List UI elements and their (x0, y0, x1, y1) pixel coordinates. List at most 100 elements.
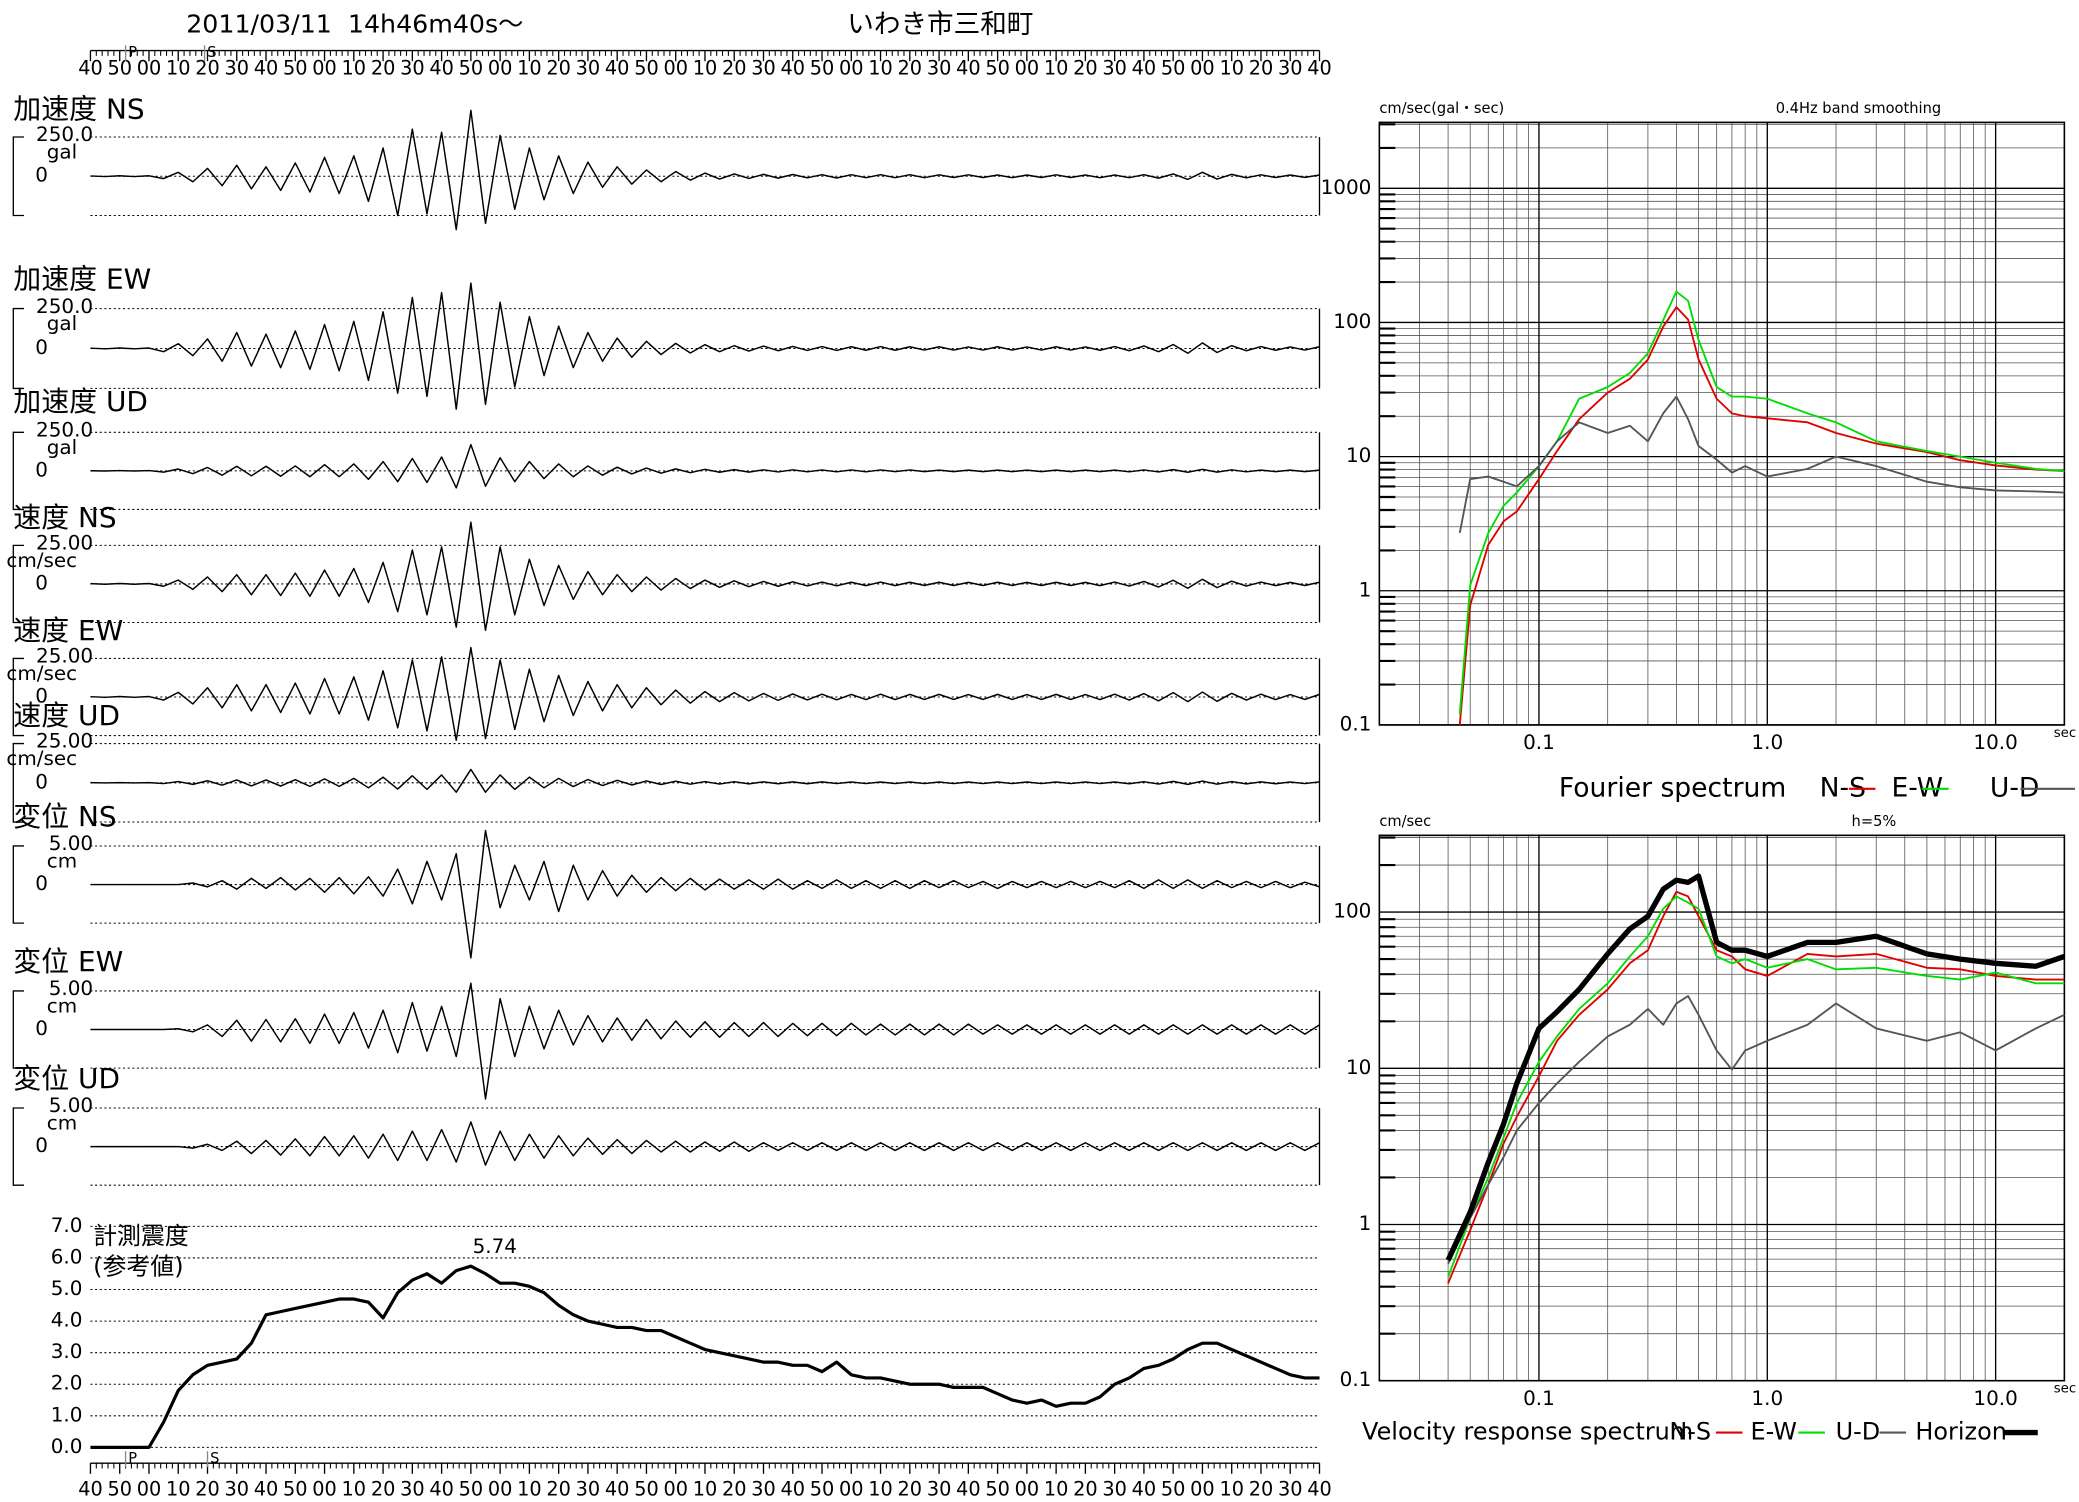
y-tick-label: 0.0 (51, 1434, 83, 1458)
x-tick-label: 50 (634, 1477, 659, 1500)
x-tick-label: 20 (371, 1477, 396, 1500)
x-tick-label: 00 (663, 57, 688, 80)
unit-label: gal (47, 311, 77, 335)
x-tick-label: 1.0 (1751, 1386, 1783, 1410)
series-line (1458, 306, 2065, 726)
y-tick-label: 250.0 (36, 122, 93, 146)
y-tick-label: 25.00 (36, 644, 93, 668)
x-tick-label: 20 (371, 57, 396, 80)
unit-label: cm (47, 993, 77, 1017)
legend-label: U-D (1836, 1418, 1881, 1446)
x-tick-label: 40 (1307, 57, 1332, 80)
y-tick-label: 25.00 (36, 729, 93, 753)
x-tick-label: 30 (576, 1477, 601, 1500)
y-tick-label: 1000 (1321, 175, 1372, 199)
x-tick-label: 00 (839, 1477, 864, 1500)
x-tick-label: 10 (1044, 57, 1069, 80)
x-tick-label: 30 (225, 57, 250, 80)
y-tick-label: 4.0 (51, 1308, 83, 1332)
x-tick-label: 30 (1102, 57, 1127, 80)
x-tick-label: 10.0 (1973, 730, 2017, 754)
x-tick-label: 00 (137, 57, 162, 80)
unit-label: cm/sec (6, 746, 77, 770)
y-tick-label: 5.00 (49, 1093, 93, 1117)
x-tick-label: 20 (546, 1477, 571, 1500)
x-tick-label: 40 (254, 1477, 279, 1500)
x-tick-label: 20 (195, 1477, 220, 1500)
x-tick-label: 30 (927, 57, 952, 80)
x-tick-label: 50 (634, 57, 659, 80)
series-line (1458, 290, 2065, 715)
panel-label: 加速度 UD (13, 385, 148, 418)
x-tick-label: 10 (166, 57, 191, 80)
x-tick-label: 30 (576, 57, 601, 80)
x-tick-label: 10 (868, 57, 893, 80)
panel-bracket (12, 431, 24, 511)
unit-label: gal (47, 435, 77, 459)
x-tick-label: 20 (195, 57, 220, 80)
unit-label: gal (47, 139, 77, 163)
y-tick-label: 250.0 (36, 294, 93, 318)
y-tick-label: 100 (1333, 899, 1371, 923)
x-tick-label: 30 (225, 1477, 250, 1500)
x-tick-label: 0.1 (1523, 1386, 1555, 1410)
x-tick-label: 00 (1190, 1477, 1215, 1500)
station-name: いわき市三和町 (847, 9, 1033, 40)
panel-label: 変位 UD (13, 1062, 120, 1095)
waveform-trace (90, 521, 1320, 631)
x-tick-label: 00 (488, 1477, 513, 1500)
waveform-trace (90, 443, 1320, 489)
x-tick-label: 1.0 (1751, 730, 1783, 754)
x-tick-label: 30 (400, 57, 425, 80)
x-tick-label: 10 (693, 1477, 718, 1500)
x-tick-label: 10 (342, 57, 367, 80)
y-tick-label: 0 (35, 570, 48, 594)
legend-label: Horizon (1915, 1418, 2007, 1446)
waveform-trace (90, 829, 1320, 959)
y-tick-label: 3.0 (51, 1339, 83, 1363)
peak-label: 5.74 (473, 1234, 517, 1258)
x-tick-label: 40 (254, 57, 279, 80)
chart-title: 計測震度 (93, 1222, 189, 1250)
plot-frame (1378, 121, 2066, 726)
x-tick-label: 40 (78, 57, 103, 80)
y-tick-label: 1 (1359, 1211, 1372, 1235)
y-tick-label: 1.0 (51, 1402, 83, 1426)
y-tick-label: 100 (1333, 309, 1371, 333)
legend-title: Fourier spectrum (1559, 772, 1786, 803)
legend-label: N-S (1669, 1418, 1711, 1446)
unit-label: cm (47, 1110, 77, 1134)
x-tick-label: 10 (517, 1477, 542, 1500)
x-tick-label: 40 (429, 1477, 454, 1500)
x-tick-label: 40 (78, 1477, 103, 1500)
panel-bracket (12, 742, 24, 823)
y-tick-label: 5.00 (49, 831, 93, 855)
x-tick-label: 40 (429, 57, 454, 80)
x-tick-label: 50 (107, 57, 132, 80)
x-tick-label: 10 (1044, 1477, 1069, 1500)
chart-title: 2011/03/11 14h46m40s〜 (186, 9, 523, 38)
x-tick-label: 20 (1073, 57, 1098, 80)
x-tick-label: 50 (283, 57, 308, 80)
x-tick-label: 30 (927, 1477, 952, 1500)
series-line (1445, 873, 2066, 1262)
waveform-trace (90, 1121, 1320, 1166)
x-tick-label: 40 (1132, 57, 1157, 80)
x-tick-label: 00 (1015, 57, 1040, 80)
x-tick-label: 20 (1073, 1477, 1098, 1500)
panel-label: 速度 EW (13, 614, 123, 647)
y-tick-label: 6.0 (51, 1244, 83, 1268)
y-axis-label: cm/sec (1379, 813, 1431, 830)
x-tick-label: 40 (781, 1477, 806, 1500)
x-tick-label: 50 (1161, 1477, 1186, 1500)
series-line (1458, 395, 2065, 534)
y-tick-label: 10 (1346, 443, 1371, 467)
x-tick-label: 00 (137, 1477, 162, 1500)
x-axis-label: sec (2054, 1382, 2076, 1397)
y-tick-label: 0 (35, 1133, 48, 1157)
y-tick-label: 10 (1346, 1055, 1371, 1079)
y-tick-label: 2.0 (51, 1371, 83, 1395)
y-tick-label: 0 (35, 457, 48, 481)
